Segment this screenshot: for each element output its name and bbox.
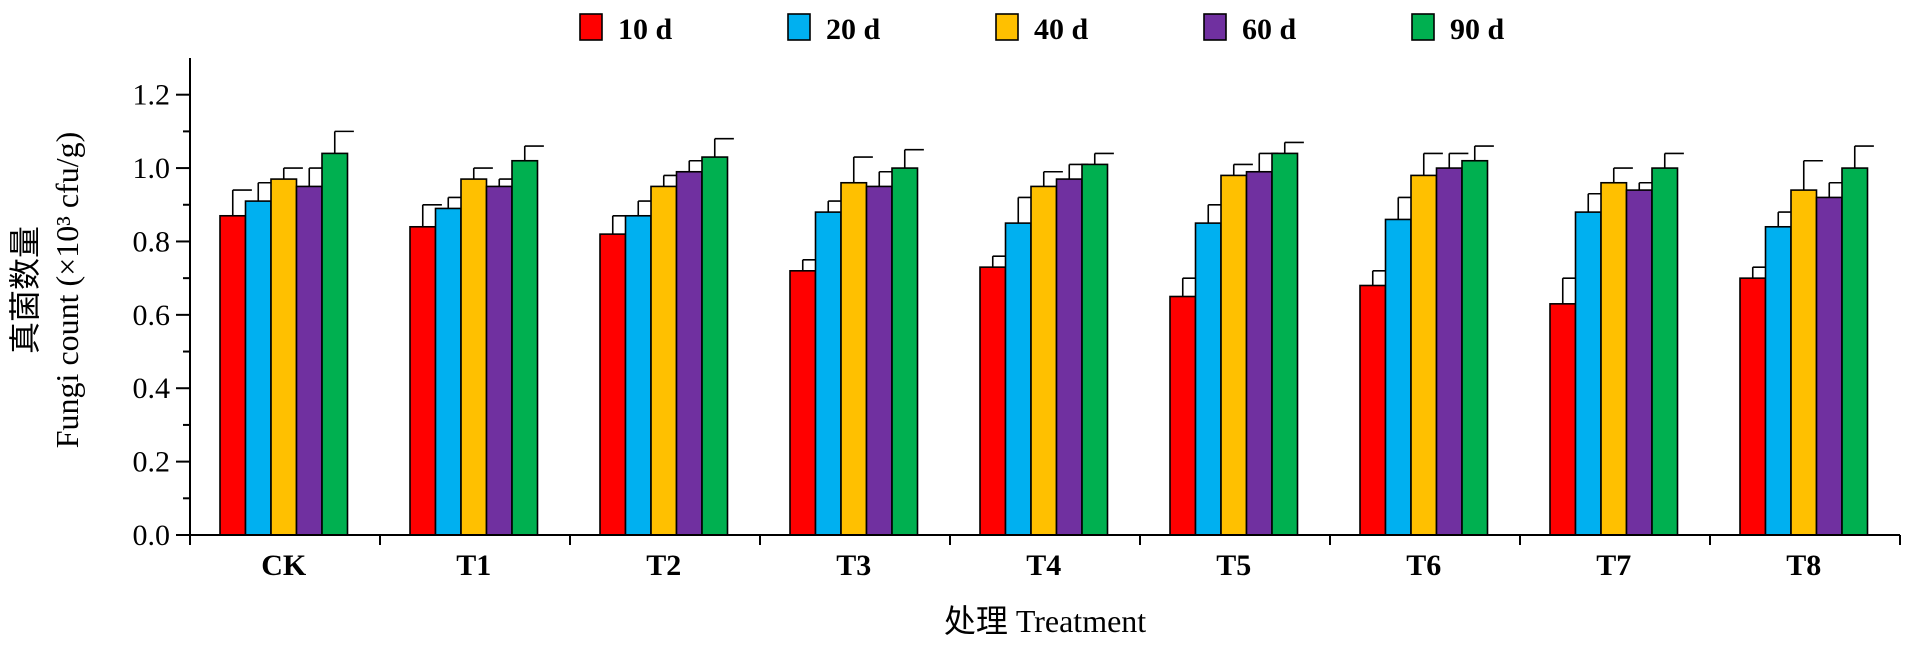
- x-tick-label-T1: T1: [456, 549, 491, 582]
- bar-T4-90d: [1081, 163, 1109, 536]
- x-tick-label-T5: T5: [1216, 549, 1251, 582]
- bar-CK-40d: [270, 178, 298, 536]
- legend-swatch-20d: [787, 13, 811, 41]
- bar-T4-60d: [1055, 178, 1083, 536]
- bar-T8-10d: [1739, 277, 1767, 536]
- bar-CK-90d: [321, 152, 349, 536]
- bar-T4-20d: [1004, 222, 1032, 536]
- bar-CK-20d: [244, 200, 272, 536]
- x-tick-label-T8: T8: [1786, 549, 1821, 582]
- bar-T6-60d: [1435, 167, 1463, 536]
- bar-T3-90d: [891, 167, 919, 536]
- legend-swatch-60d: [1203, 13, 1227, 41]
- axes: CK T1 T2 T3 T4 T5 T6 T7 T8 0.0 0.2 0.4 0.6 0.8 1.0 1.2: [133, 58, 1901, 582]
- bar-T4-10d: [979, 266, 1007, 536]
- bar-T2-20d: [624, 214, 652, 536]
- bar-T8-40d: [1790, 189, 1818, 536]
- y-axis-title: Fungi count (×10³ cfu/g): [49, 132, 85, 448]
- x-tick-label-T3: T3: [836, 549, 871, 582]
- bar-T5-20d: [1194, 222, 1222, 536]
- y-tick-label: 0.6: [133, 299, 171, 332]
- bar-T6-10d: [1359, 284, 1387, 536]
- legend-label-60d: 60 d: [1242, 13, 1297, 46]
- legend-label-10d: 10 d: [618, 13, 673, 46]
- bar-T7-60d: [1625, 189, 1653, 536]
- bar-T1-40d: [460, 178, 488, 536]
- bar-T2-40d: [650, 185, 678, 536]
- y-tick-label: 0.2: [133, 446, 171, 479]
- bar-T2-10d: [599, 233, 627, 536]
- bar-T6-40d: [1410, 174, 1438, 536]
- x-tick-label-T7: T7: [1596, 549, 1631, 582]
- bar-CK-10d: [219, 214, 247, 536]
- y-tick-label: 1.2: [133, 79, 171, 112]
- y-tick-label: 1.0: [133, 152, 171, 185]
- bar-T5-60d: [1245, 170, 1273, 536]
- bar-T1-20d: [434, 207, 462, 536]
- bar-T8-60d: [1815, 196, 1843, 536]
- bar-T1-10d: [409, 225, 437, 536]
- y-tick-label: 0.4: [133, 372, 171, 405]
- bar-T4-40d: [1030, 185, 1058, 536]
- bar-T8-20d: [1764, 225, 1792, 536]
- bar-T3-60d: [865, 185, 893, 536]
- bar-T6-20d: [1384, 218, 1412, 536]
- bar-T3-10d: [789, 270, 817, 536]
- bar-T1-60d: [485, 185, 513, 536]
- bar-T3-40d: [840, 181, 868, 536]
- legend-label-20d: 20 d: [826, 13, 881, 46]
- bar-T5-40d: [1220, 174, 1248, 536]
- y-axis-title-chinese: 真菌数量: [7, 226, 43, 354]
- legend-swatch-90d: [1411, 13, 1435, 41]
- bar-T7-10d: [1549, 303, 1577, 536]
- legend: 10 d 20 d 40 d 60 d 90 d: [579, 13, 1505, 46]
- plot-area: [219, 130, 1874, 536]
- bar-T2-60d: [675, 170, 703, 536]
- bar-T6-90d: [1461, 159, 1489, 536]
- bar-CK-60d: [295, 185, 323, 536]
- legend-swatch-10d: [579, 13, 603, 41]
- bar-T7-40d: [1600, 181, 1628, 536]
- x-tick-label-T2: T2: [646, 549, 681, 582]
- bar-T3-20d: [814, 211, 842, 536]
- y-tick-label: 0.8: [133, 225, 171, 258]
- y-tick-label: 0.0: [133, 519, 171, 552]
- bar-T7-90d: [1651, 167, 1679, 536]
- x-tick-label-T6: T6: [1406, 549, 1441, 582]
- legend-label-40d: 40 d: [1034, 13, 1089, 46]
- legend-swatch-40d: [995, 13, 1019, 41]
- x-axis-title: 处理 Treatment: [944, 603, 1146, 639]
- bar-T7-20d: [1574, 211, 1602, 536]
- legend-label-90d: 90 d: [1450, 13, 1505, 46]
- bar-T8-90d: [1841, 167, 1869, 536]
- x-tick-label-T4: T4: [1026, 549, 1061, 582]
- bar-T5-10d: [1169, 295, 1197, 536]
- bar-T1-90d: [511, 159, 539, 536]
- bar-T2-90d: [701, 156, 729, 536]
- x-tick-label-CK: CK: [261, 549, 307, 582]
- bar-T5-90d: [1271, 152, 1299, 536]
